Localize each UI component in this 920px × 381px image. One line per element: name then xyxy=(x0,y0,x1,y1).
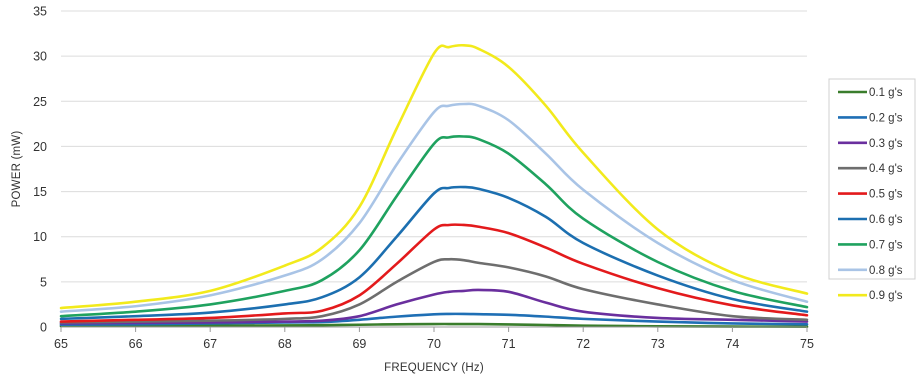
y-axis: 0 5 10 15 20 25 30 35 xyxy=(33,5,47,335)
legend-label: 0.2 g's xyxy=(869,112,903,124)
legend-label: 0.4 g's xyxy=(869,163,903,175)
x-tick-label: 73 xyxy=(651,337,665,351)
series-line-3 xyxy=(59,288,809,325)
legend: 0.1 g's 0.2 g's 0.3 g's 0.4 g's 0.5 g's 0.6 g… xyxy=(828,78,916,302)
series-line-1 xyxy=(59,322,809,329)
y-axis-title: POWER (mW) xyxy=(11,131,23,208)
x-tick-label: 68 xyxy=(278,337,292,351)
series-lines xyxy=(59,43,809,329)
y-tick-label: 30 xyxy=(33,50,47,64)
gridlines xyxy=(61,10,807,283)
y-tick-label: 5 xyxy=(40,275,47,289)
x-axis: 65 66 67 68 69 70 71 72 73 74 75 xyxy=(54,326,814,351)
legend-label: 0.3 g's xyxy=(869,138,903,150)
x-tick-label: 65 xyxy=(54,337,68,351)
x-axis-title: FREQUENCY (Hz) xyxy=(384,362,484,374)
y-tick-label: 35 xyxy=(33,5,47,19)
series-line-8 xyxy=(59,102,809,313)
x-tick-label: 71 xyxy=(502,337,516,351)
series-line-9 xyxy=(59,43,809,310)
legend-label: 0.8 g's xyxy=(869,265,903,277)
series-line-7 xyxy=(59,135,809,318)
x-tick-label: 66 xyxy=(129,337,143,351)
x-tick-label: 69 xyxy=(352,337,366,351)
series-line-5 xyxy=(59,223,809,323)
x-tick-label: 70 xyxy=(427,337,441,351)
legend-label: 0.6 g's xyxy=(869,214,903,226)
series-line-6 xyxy=(59,185,809,321)
legend-label: 0.9 g's xyxy=(869,290,903,302)
y-tick-label: 0 xyxy=(40,321,47,335)
x-tick-label: 74 xyxy=(725,337,739,351)
series-line-4 xyxy=(59,257,809,324)
x-tick-label: 75 xyxy=(800,337,814,351)
y-tick-label: 10 xyxy=(33,230,47,244)
y-tick-label: 20 xyxy=(33,140,47,154)
legend-label: 0.7 g's xyxy=(869,239,903,251)
x-tick-label: 67 xyxy=(203,337,217,351)
y-tick-label: 15 xyxy=(33,185,47,199)
legend-label: 0.5 g's xyxy=(869,189,903,201)
legend-label: 0.1 g's xyxy=(869,87,903,99)
x-tick-label: 72 xyxy=(576,337,590,351)
y-tick-label: 25 xyxy=(33,95,47,109)
